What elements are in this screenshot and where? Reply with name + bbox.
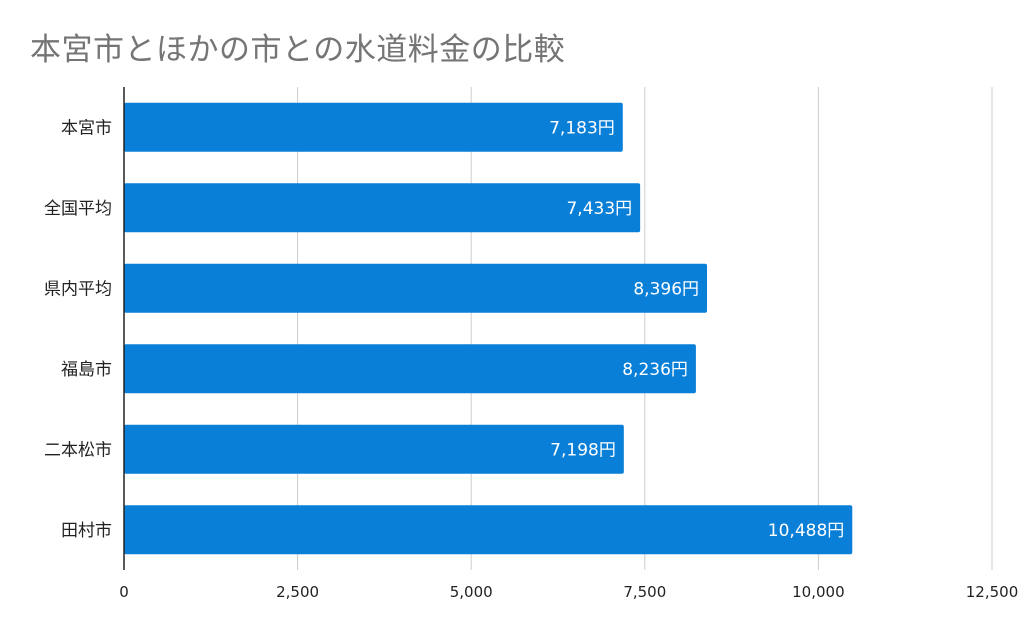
data-label: 10,488円 [768,521,844,541]
bar [124,263,708,313]
x-tick-label: 2,500 [276,583,319,601]
category-label: 県内平均 [44,279,112,299]
category-label: 福島市 [61,360,112,380]
data-label: 8,396円 [633,279,699,299]
data-label: 7,183円 [549,118,615,138]
bar [124,424,624,474]
bar [124,102,623,152]
category-label: 田村市 [61,521,112,541]
bar [124,183,641,233]
data-label: 7,433円 [566,199,632,219]
category-label: 全国平均 [44,199,112,219]
category-label: 二本松市 [44,440,112,460]
bar [124,505,853,555]
bar [124,344,696,394]
category-label: 本宮市 [61,118,112,138]
x-tick-label: 7,500 [623,583,666,601]
x-tick-label: 5,000 [450,583,493,601]
x-tick-label: 0 [119,583,129,601]
x-tick-label: 10,000 [792,583,845,601]
data-label: 7,198円 [550,440,616,460]
data-label: 8,236円 [622,360,688,380]
chart-title: 本宮市とほかの市との水道料金の比較 [30,32,566,68]
x-tick-label: 12,500 [966,583,1019,601]
